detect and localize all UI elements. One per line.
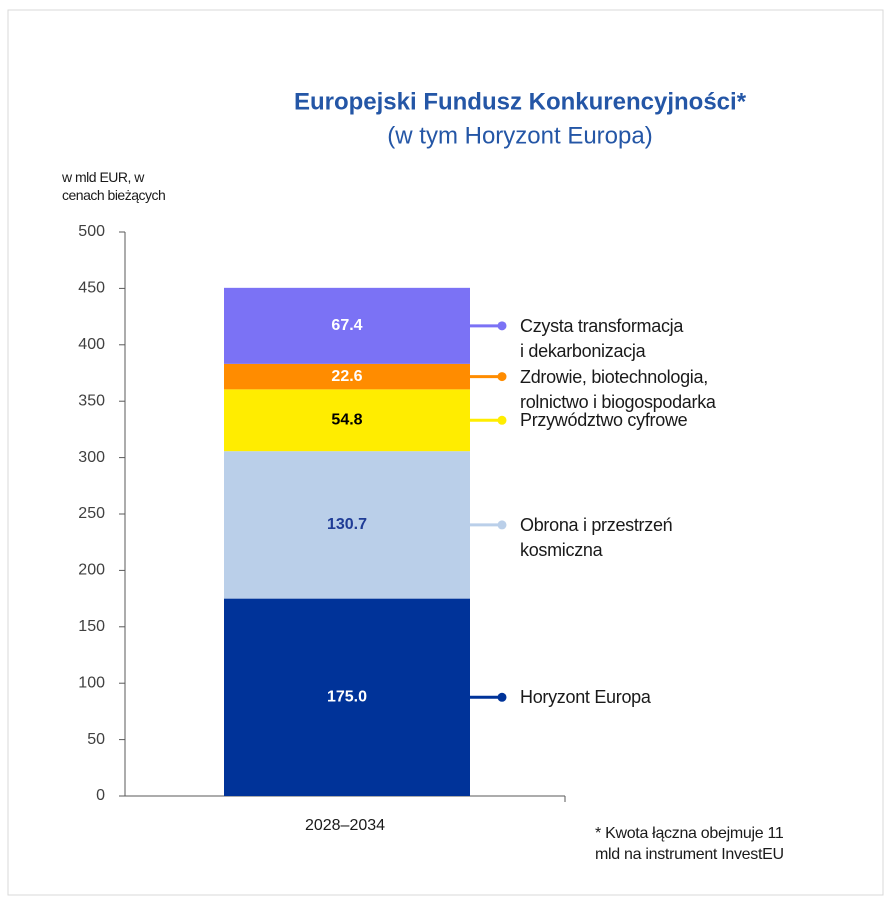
frame — [7, 9, 884, 896]
y-tick-label: 350 — [78, 392, 105, 409]
legend-label: Czysta transformacja i dekarbonizacja — [520, 315, 684, 361]
footnote: * Kwota łączna obejmuje 11 mld na instru… — [595, 825, 784, 863]
legend-dot — [497, 520, 507, 530]
value-label: 54.8 — [331, 411, 362, 428]
value-label: 67.4 — [331, 317, 362, 334]
legend-label: Obrona i przestrzeń kosmiczna — [520, 514, 673, 560]
y-tick-label: 250 — [78, 505, 105, 522]
y-tick-label: 50 — [87, 731, 105, 748]
legend-dot — [497, 321, 507, 331]
bar-segment — [224, 598, 470, 796]
legend-label: Horyzont Europa — [520, 687, 651, 708]
chart-subtitle: (w tym Horyzont Europa) — [387, 122, 652, 149]
legend-label: Przywództwo cyfrowe — [520, 410, 688, 431]
bar-segment — [224, 363, 470, 390]
y-tick-label: 200 — [78, 562, 105, 579]
value-label: 175.0 — [327, 689, 367, 706]
chart-title: Europejski Fundusz Konkurencyjności* — [294, 88, 747, 115]
y-tick-label: 0 — [96, 787, 105, 804]
legend-dot — [497, 372, 507, 382]
y-tick-label: 100 — [78, 674, 105, 691]
bar-segment — [224, 451, 470, 599]
y-tick-label: 500 — [78, 223, 105, 240]
y-axis-label: w mld EUR, w cenach bieżących — [62, 169, 166, 203]
y-tick-label: 150 — [78, 618, 105, 635]
value-label: 22.6 — [331, 368, 362, 385]
y-tick-label: 300 — [78, 449, 105, 466]
legend-dot — [497, 692, 507, 702]
bar-segment — [224, 389, 470, 452]
x-tick-label: 2028–2034 — [305, 817, 385, 834]
y-tick-label: 400 — [78, 336, 105, 353]
y-tick-label: 450 — [78, 280, 105, 297]
legend-label: Zdrowie, biotechnologia, rolnictwo i bio… — [520, 366, 716, 412]
bar-segment — [224, 287, 470, 364]
value-label: 130.7 — [327, 516, 367, 533]
legend-dot — [497, 415, 507, 425]
